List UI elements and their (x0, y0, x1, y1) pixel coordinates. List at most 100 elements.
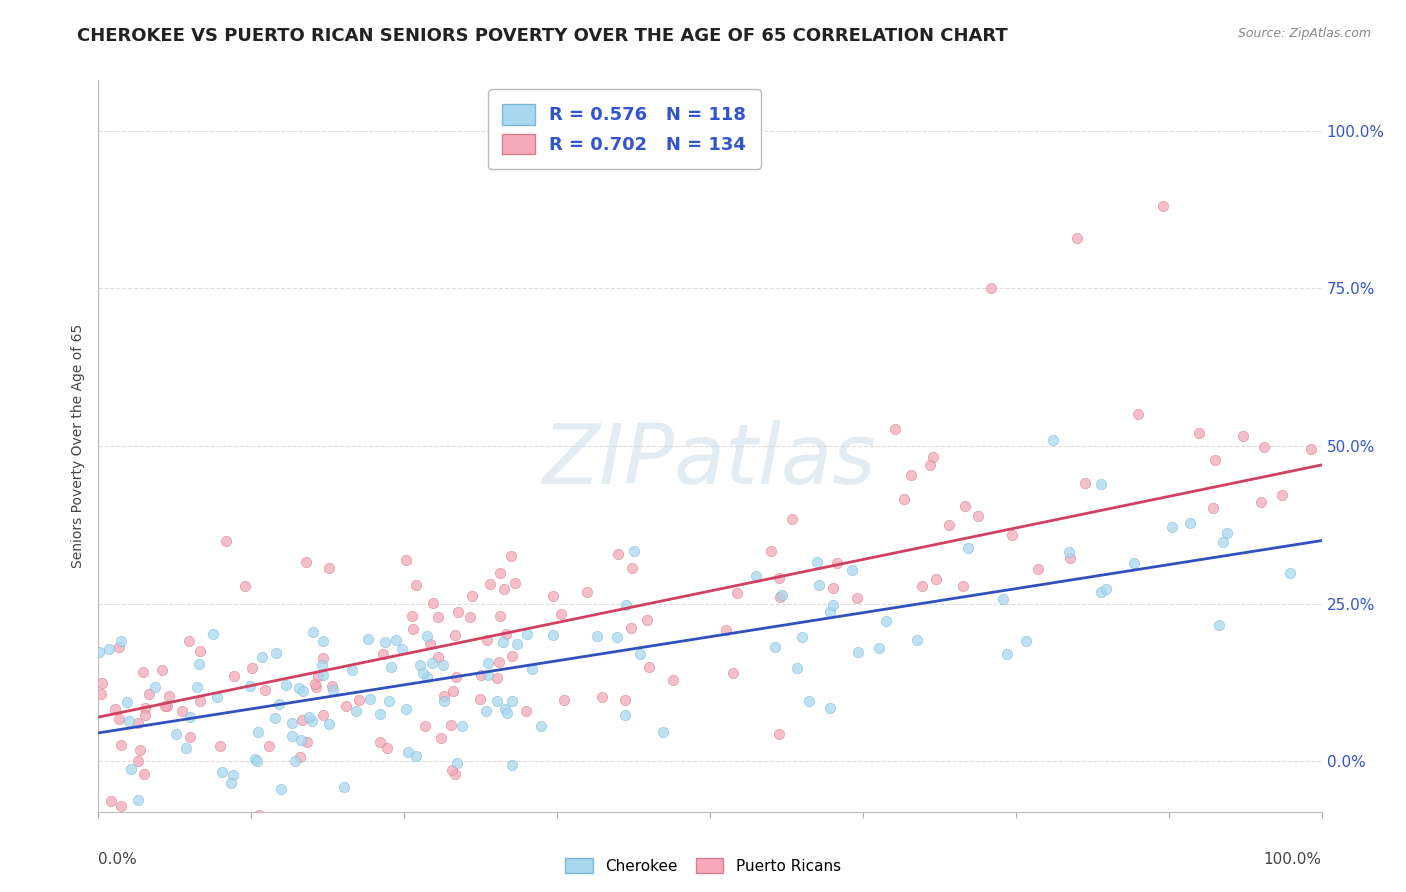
Point (995, 647, 1018, 661)
Point (1253, 440, 1275, 454)
Point (1208, 618, 1230, 632)
Point (790, 630, 813, 644)
Point (238, 679, 260, 693)
Point (100, 794, 122, 808)
Point (925, 572, 948, 586)
Point (340, 664, 363, 678)
Point (494, 582, 516, 597)
Point (651, 724, 673, 739)
Y-axis label: Seniors Poverty Over the Age of 65: Seniors Poverty Over the Age of 65 (72, 324, 86, 568)
Point (614, 598, 637, 612)
Point (953, 499, 976, 513)
Point (922, 450, 945, 465)
Point (1042, 433, 1064, 447)
Point (1090, 476, 1112, 491)
Point (1015, 633, 1038, 648)
Point (98, 641, 121, 656)
Point (243, 752, 266, 766)
Point (846, 645, 869, 659)
Point (295, 555, 318, 569)
Point (215, 534, 238, 549)
Point (233, 579, 256, 593)
Point (172, 704, 194, 718)
Point (620, 621, 643, 635)
Point (868, 641, 890, 656)
Point (883, 422, 905, 436)
Point (520, 662, 543, 676)
Point (297, 710, 319, 724)
Point (156, 698, 179, 713)
Point (396, 746, 419, 760)
Point (264, 711, 287, 725)
Point (486, 694, 509, 708)
Point (1001, 528, 1024, 542)
Point (188, 694, 211, 708)
Point (821, 582, 844, 596)
Point (412, 665, 434, 680)
Point (132, 665, 155, 680)
Point (1178, 516, 1201, 530)
Point (541, 628, 564, 642)
Legend: Cherokee, Puerto Ricans: Cherokee, Puerto Ricans (560, 852, 846, 880)
Point (495, 627, 517, 641)
Point (806, 555, 828, 569)
Point (494, 702, 516, 716)
Point (585, 629, 607, 643)
Point (433, 689, 456, 703)
Point (636, 613, 658, 627)
Point (371, 648, 394, 662)
Point (321, 680, 343, 694)
Point (270, 782, 292, 797)
Point (450, 719, 472, 733)
Point (638, 660, 661, 674)
Point (432, 657, 454, 672)
Point (240, 661, 263, 675)
Point (150, 663, 173, 677)
Point (714, 623, 737, 637)
Point (391, 642, 413, 657)
Point (501, 694, 523, 708)
Point (1204, 452, 1226, 467)
Point (332, 780, 354, 794)
Point (952, 579, 974, 593)
Point (374, 635, 396, 649)
Text: 100.0%: 100.0% (1264, 852, 1322, 867)
Point (422, 596, 444, 610)
Point (127, 754, 149, 768)
Point (426, 650, 449, 665)
Point (134, 701, 156, 715)
Point (477, 668, 499, 682)
Point (768, 726, 790, 740)
Point (90, 688, 112, 702)
Point (1188, 426, 1211, 441)
Point (179, 634, 201, 648)
Point (607, 547, 630, 561)
Point (799, 694, 821, 708)
Point (222, 768, 245, 782)
Point (246, 725, 269, 739)
Point (134, 707, 156, 722)
Point (129, 743, 152, 757)
Point (322, 682, 344, 697)
Point (165, 727, 187, 741)
Point (110, 634, 132, 648)
Point (1202, 501, 1225, 516)
Point (1301, 442, 1323, 457)
Text: ZIPatlas: ZIPatlas (543, 420, 877, 501)
Point (318, 561, 340, 575)
Point (202, 626, 225, 640)
Point (247, 807, 270, 822)
Point (301, 714, 323, 728)
Point (441, 684, 464, 698)
Point (107, 640, 129, 654)
Point (254, 683, 277, 698)
Point (179, 710, 201, 724)
Point (515, 704, 537, 718)
Point (506, 637, 529, 651)
Point (304, 677, 326, 691)
Point (488, 566, 510, 581)
Point (1278, 566, 1301, 580)
Point (825, 556, 848, 570)
Point (295, 735, 318, 749)
Point (288, 750, 311, 764)
